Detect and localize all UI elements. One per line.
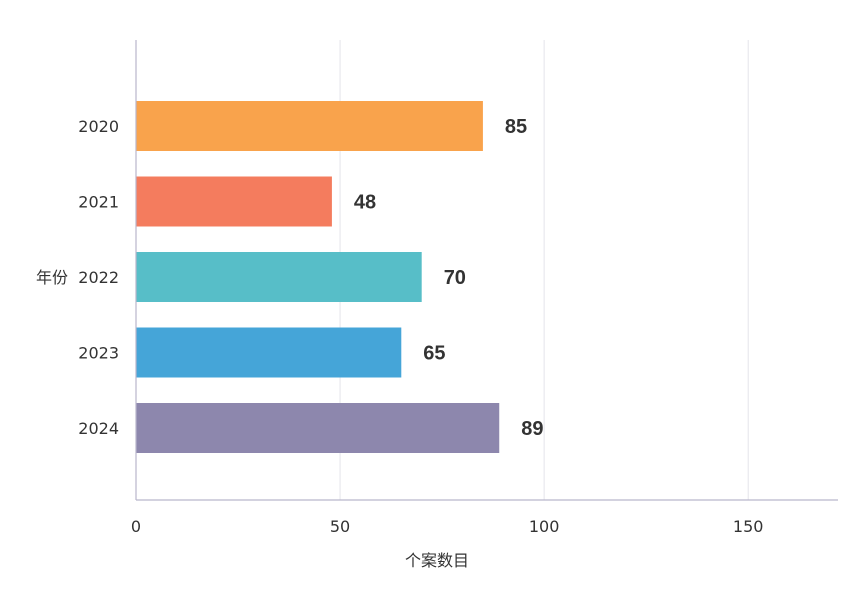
value-label: 89 xyxy=(521,418,543,440)
y-axis-title: 年份 xyxy=(36,268,68,287)
y-tick-label: 2024 xyxy=(78,419,119,438)
axes xyxy=(135,40,838,501)
bar-2020 xyxy=(136,101,483,151)
y-tick-labels: 2020 2021 2022 2023 2024 xyxy=(78,117,119,438)
bar-2021 xyxy=(136,176,332,227)
value-label: 85 xyxy=(505,116,527,138)
value-labels: 85 48 70 65 89 xyxy=(354,116,544,440)
x-tick-label: 100 xyxy=(529,517,560,536)
value-label: 70 xyxy=(444,267,466,289)
value-label: 65 xyxy=(423,343,445,365)
x-tick-label: 0 xyxy=(131,517,141,536)
bar-2023 xyxy=(136,327,402,378)
x-axis-title: 个案数目 xyxy=(405,551,469,570)
x-tick-label: 50 xyxy=(330,517,350,536)
y-tick-label: 2020 xyxy=(78,117,119,136)
bar-2022 xyxy=(136,252,422,302)
y-tick-label: 2022 xyxy=(78,268,119,287)
y-tick-label: 2021 xyxy=(78,193,119,212)
bars xyxy=(136,101,500,453)
value-label: 48 xyxy=(354,192,376,214)
y-tick-label: 2023 xyxy=(78,344,119,363)
x-tick-label: 150 xyxy=(733,517,764,536)
bar-2024 xyxy=(136,403,500,453)
x-tick-labels: 0 50 100 150 xyxy=(131,517,764,536)
